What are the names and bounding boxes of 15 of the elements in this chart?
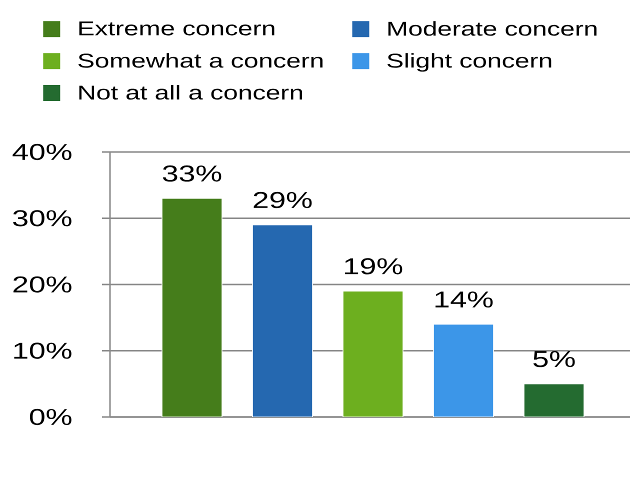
data-label: 14% bbox=[436, 291, 493, 308]
data-label: 33% bbox=[162, 165, 222, 182]
y-tick-label: 30% bbox=[13, 210, 72, 226]
y-tick-label: 20% bbox=[13, 276, 72, 293]
legend-label: Slight concern bbox=[387, 53, 552, 72]
y-tick-label: 0% bbox=[30, 408, 72, 426]
legend-label: Not at all a concern bbox=[79, 85, 302, 100]
legend-label: Extreme concern bbox=[79, 22, 274, 36]
data-label: 5% bbox=[533, 351, 575, 368]
y-tick-label: 10% bbox=[14, 342, 72, 359]
y-tick-label: 40% bbox=[12, 144, 72, 160]
data-label: 19% bbox=[345, 258, 402, 274]
legend-label: Somewhat a concern bbox=[78, 53, 323, 68]
legend-label: Moderate concern bbox=[388, 21, 596, 36]
data-label: 29% bbox=[254, 192, 312, 208]
